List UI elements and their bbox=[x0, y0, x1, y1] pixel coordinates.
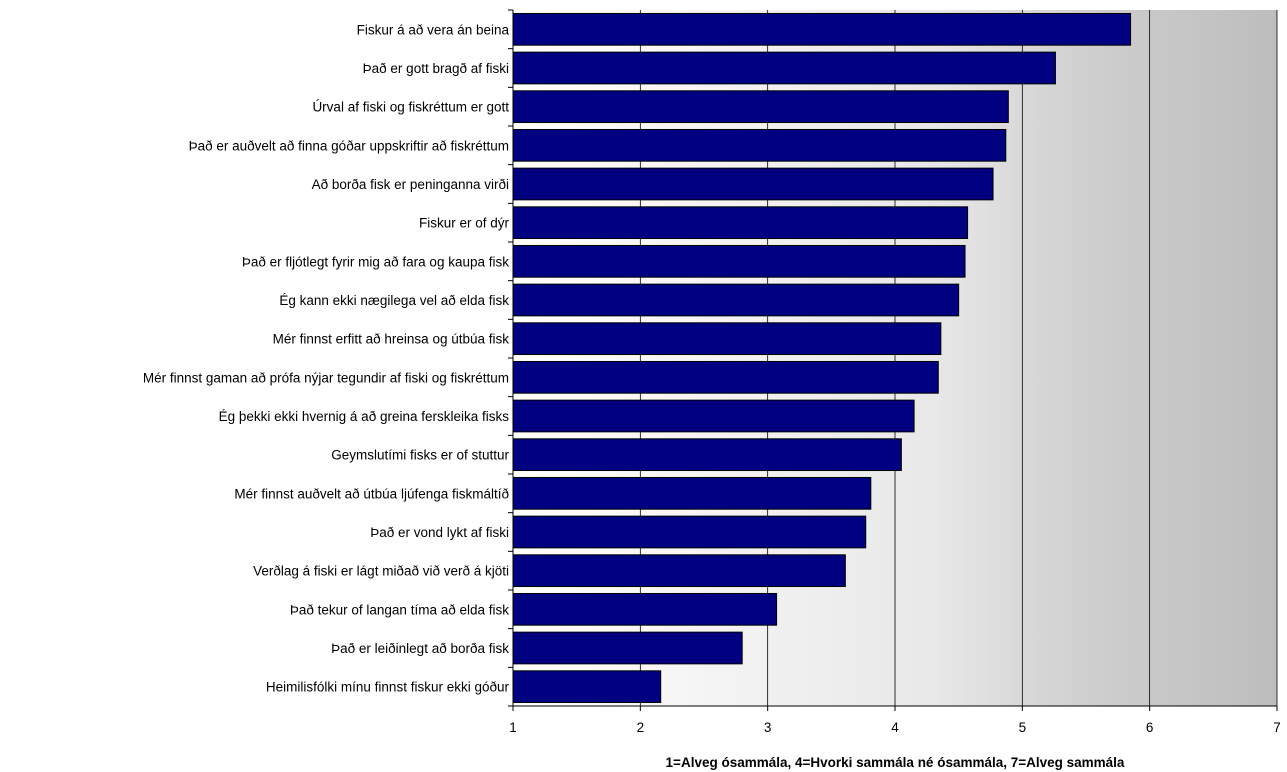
category-label-8: Ég kann ekki nægilega vel að elda fisk bbox=[279, 293, 509, 308]
category-label-10: Mér finnst gaman að prófa nýjar tegundir… bbox=[143, 370, 509, 385]
category-label-9: Mér finnst erfitt að hreinsa og útbúa fi… bbox=[273, 332, 510, 347]
category-label-6: Fiskur er of dýr bbox=[419, 216, 510, 231]
bar-7 bbox=[512, 244, 966, 278]
category-label-18: Heimilisfólki mínu finnst fiskur ekki gó… bbox=[266, 680, 510, 695]
x-tick-label-4: 4 bbox=[891, 720, 899, 735]
bar-14 bbox=[512, 515, 867, 549]
bar-17 bbox=[512, 631, 743, 665]
x-axis-label: 1=Alveg ósammála, 4=Hvorki sammála né ós… bbox=[666, 755, 1125, 770]
category-label-4: Það er auðvelt að finna góðar uppskrifti… bbox=[189, 138, 509, 153]
x-tick-label-3: 3 bbox=[764, 720, 772, 735]
category-label-15: Verðlag á fiski er lágt miðað við verð á… bbox=[253, 564, 509, 579]
category-label-7: Það er fljótlegt fyrir mig að fara og ka… bbox=[242, 254, 509, 269]
category-label-14: Það er vond lykt af fiski bbox=[370, 525, 509, 540]
bar-1 bbox=[512, 12, 1132, 46]
category-label-5: Að borða fisk er peninganna virði bbox=[312, 177, 509, 192]
bar-5 bbox=[512, 167, 994, 201]
x-tick-labels: 1 2 3 4 5 6 7 bbox=[509, 720, 1281, 735]
category-labels: Fiskur á að vera án beina Það er gott bra… bbox=[143, 22, 510, 694]
category-label-16: Það tekur of langan tíma að elda fisk bbox=[290, 602, 509, 617]
bar-12 bbox=[512, 438, 902, 472]
bars bbox=[512, 12, 1132, 704]
category-label-13: Mér finnst auðvelt að útbúa ljúfenga fis… bbox=[234, 486, 509, 501]
bar-8 bbox=[512, 283, 960, 317]
bar-6 bbox=[512, 206, 969, 240]
x-tick-label-1: 1 bbox=[509, 720, 517, 735]
axes bbox=[508, 9, 1278, 711]
category-label-17: Það er leiðinlegt að borða fisk bbox=[331, 641, 509, 656]
bar-9 bbox=[512, 322, 942, 356]
category-label-2: Það er gott bragð af fiski bbox=[363, 61, 509, 76]
bar-16 bbox=[512, 592, 778, 626]
bar-10 bbox=[512, 360, 939, 394]
bar-3 bbox=[512, 90, 1009, 124]
bar-2 bbox=[512, 51, 1056, 85]
x-tick-label-7: 7 bbox=[1273, 720, 1281, 735]
category-label-12: Geymslutími fisks er of stuttur bbox=[331, 448, 509, 463]
bar-13 bbox=[512, 476, 872, 510]
category-label-3: Úrval af fiski og fiskréttum er gott bbox=[312, 100, 509, 115]
category-label-1: Fiskur á að vera án beina bbox=[357, 22, 510, 37]
bar-15 bbox=[512, 554, 846, 588]
x-tick-label-6: 6 bbox=[1146, 720, 1154, 735]
category-label-11: Ég þekki ekki hvernig á að greina ferskl… bbox=[219, 409, 510, 424]
x-tick-label-5: 5 bbox=[1019, 720, 1027, 735]
bar-11 bbox=[512, 399, 915, 433]
bar-18 bbox=[512, 670, 662, 704]
bar-4 bbox=[512, 128, 1007, 162]
x-tick-label-2: 2 bbox=[637, 720, 645, 735]
gridlines bbox=[639, 10, 1278, 706]
